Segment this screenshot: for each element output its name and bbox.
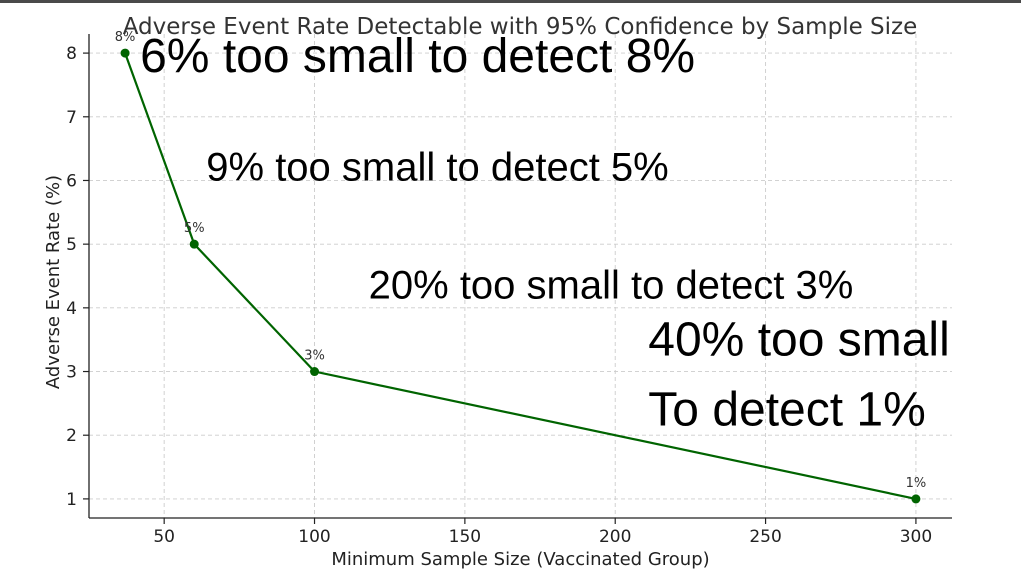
data-label: 5% bbox=[184, 221, 205, 236]
annotation-text: To detect 1% bbox=[648, 384, 926, 437]
top-border bbox=[0, 0, 1021, 3]
x-tick-label: 250 bbox=[749, 527, 781, 547]
series: 8% 5% 3% 1% bbox=[115, 30, 927, 504]
grid bbox=[89, 34, 952, 518]
data-point bbox=[120, 48, 130, 58]
x-tick-label: 100 bbox=[298, 527, 330, 547]
y-tick-label: 8 bbox=[66, 44, 77, 64]
x-tick-label: 150 bbox=[449, 527, 481, 547]
annotations: 6% too small to detect 8% 9% too small to… bbox=[140, 30, 950, 436]
annotation-text: 40% too small bbox=[648, 314, 949, 367]
y-tick-label: 6 bbox=[66, 171, 77, 191]
data-point bbox=[911, 494, 921, 504]
x-tick-label: 200 bbox=[599, 527, 631, 547]
annotation-text: 20% too small to detect 3% bbox=[369, 263, 854, 307]
annotation-text: 6% too small to detect 8% bbox=[140, 30, 695, 83]
data-point bbox=[189, 239, 199, 249]
y-tick-label: 7 bbox=[66, 108, 77, 128]
x-tick-label: 300 bbox=[900, 527, 932, 547]
y-tick-label: 3 bbox=[66, 363, 77, 383]
x-axis-label: Minimum Sample Size (Vaccinated Group) bbox=[331, 549, 709, 570]
data-point bbox=[310, 367, 320, 377]
y-tick-label: 5 bbox=[66, 235, 77, 255]
data-label: 3% bbox=[304, 349, 325, 364]
y-tick-label: 4 bbox=[66, 299, 77, 319]
x-tick-label: 50 bbox=[153, 527, 175, 547]
axes: 50 100 150 200 250 300 1 2 3 4 5 6 7 8 bbox=[66, 34, 952, 547]
data-label: 1% bbox=[906, 476, 927, 491]
chart-title: Adverse Event Rate Detectable with 95% C… bbox=[123, 14, 918, 40]
y-tick-label: 1 bbox=[66, 490, 77, 510]
annotation-text: 9% too small to detect 5% bbox=[206, 145, 668, 189]
y-axis-label: Adverse Event Rate (%) bbox=[43, 175, 64, 389]
series-line bbox=[124, 52, 917, 500]
y-tick-label: 2 bbox=[66, 426, 77, 446]
data-label: 8% bbox=[115, 30, 136, 45]
